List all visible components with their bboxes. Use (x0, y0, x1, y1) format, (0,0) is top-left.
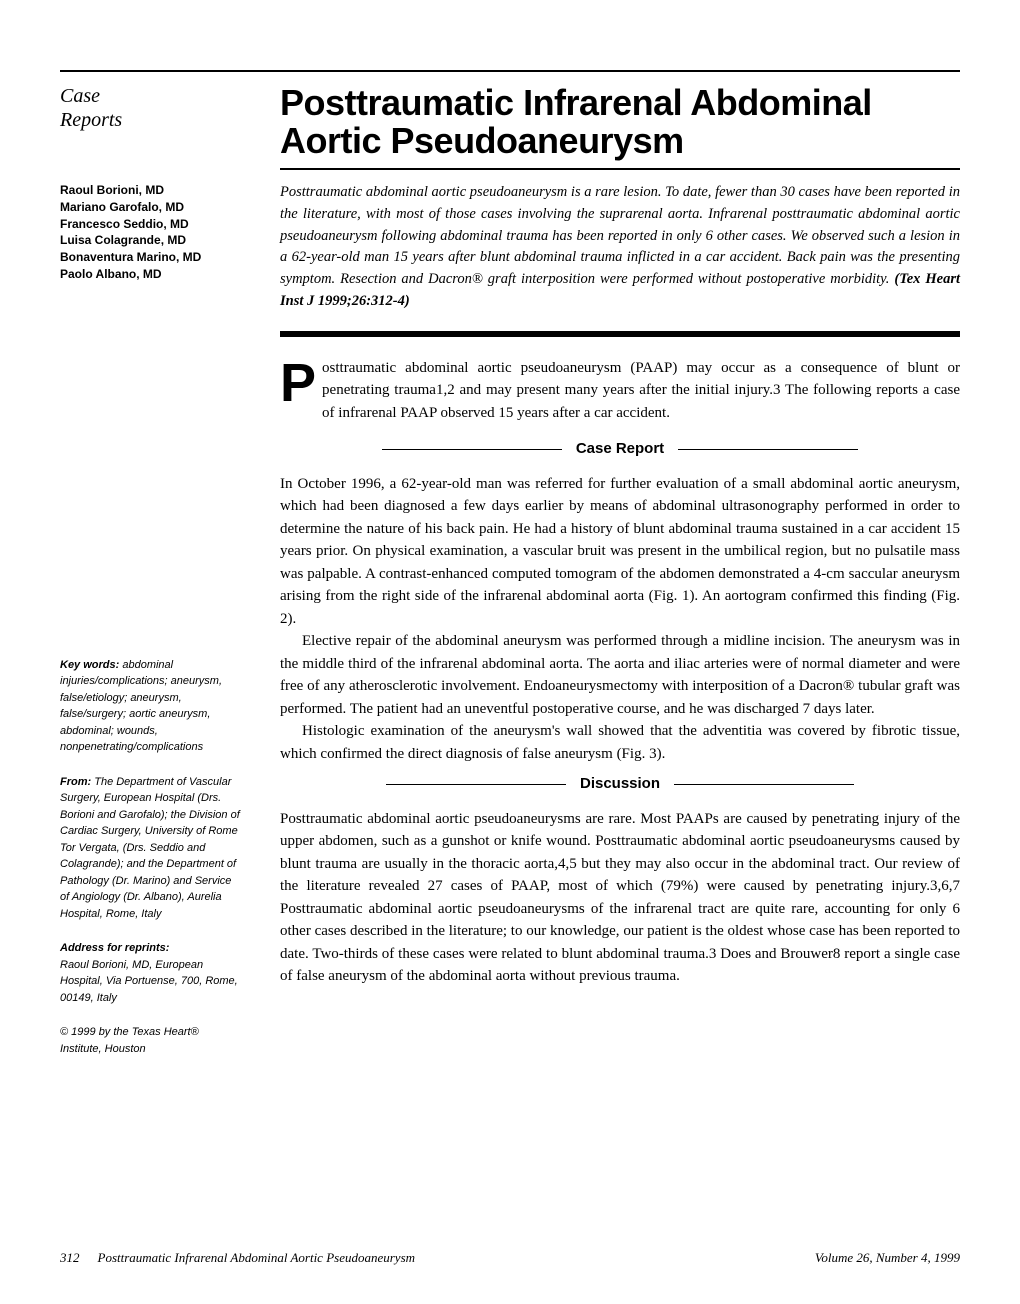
intro-paragraph: Posttraumatic abdominal aortic pseudoane… (280, 357, 960, 425)
top-rule (60, 70, 960, 72)
thick-rule (280, 331, 960, 337)
dropcap: P (280, 357, 322, 408)
sidebar: Key words: abdominal injuries/complicati… (60, 357, 240, 1058)
abstract-col: Posttraumatic abdominal aortic pseudoane… (280, 182, 960, 357)
author: Francesco Seddio, MD (60, 216, 240, 233)
copyright: © 1999 by the Texas Heart® Institute, Ho… (60, 1024, 240, 1057)
left-header-col: Case Reports (60, 84, 240, 182)
abstract-text: Posttraumatic abdominal aortic pseudoane… (280, 182, 960, 313)
intro-text: osttraumatic abdominal aortic pseudoaneu… (322, 360, 960, 421)
case-heading-wrap: Case Report (280, 438, 960, 461)
keywords-block: Key words: abdominal injuries/complicati… (60, 657, 240, 756)
case-report-heading: Case Report (562, 438, 678, 461)
heading-rule-right (678, 449, 858, 450)
sidebar-spacer (60, 357, 240, 657)
keywords-label: Key words: (60, 659, 119, 671)
discussion-heading: Discussion (566, 773, 674, 796)
authors-list: Raoul Borioni, MD Mariano Garofalo, MD F… (60, 182, 240, 283)
page-number: 312 (60, 1250, 80, 1266)
footer-issue: Volume 26, Number 4, 1999 (815, 1250, 960, 1266)
discussion-p1: Posttraumatic abdominal aortic pseudoane… (280, 808, 960, 988)
abstract-body: Posttraumatic abdominal aortic pseudoane… (280, 184, 960, 287)
author: Mariano Garofalo, MD (60, 199, 240, 216)
reprints-block: Address for reprints: Raoul Borioni, MD,… (60, 940, 240, 1006)
abstract-section: Raoul Borioni, MD Mariano Garofalo, MD F… (60, 182, 960, 357)
page-footer: 312 Posttraumatic Infrarenal Abdominal A… (60, 1250, 960, 1266)
case-p2: Elective repair of the abdominal aneurys… (280, 630, 960, 720)
reprints-label: Address for reprints: (60, 940, 240, 957)
title-rule (280, 168, 960, 170)
body-section: Key words: abdominal injuries/complicati… (60, 357, 960, 1058)
heading-rule-right (674, 784, 854, 785)
from-label: From: (60, 776, 91, 788)
from-block: From: The Department of Vascular Surgery… (60, 774, 240, 923)
author: Luisa Colagrande, MD (60, 232, 240, 249)
article-title: Posttraumatic Infrarenal Abdominal Aorti… (280, 84, 960, 160)
author: Bonaventura Marino, MD (60, 249, 240, 266)
main-text: Posttraumatic abdominal aortic pseudoane… (280, 357, 960, 1058)
section-label: Case Reports (60, 84, 240, 132)
author: Raoul Borioni, MD (60, 182, 240, 199)
title-col: Posttraumatic Infrarenal Abdominal Aorti… (280, 84, 960, 182)
authors-col: Raoul Borioni, MD Mariano Garofalo, MD F… (60, 182, 240, 357)
author: Paolo Albano, MD (60, 266, 240, 283)
case-p1: In October 1996, a 62-year-old man was r… (280, 473, 960, 631)
footer-left: 312 Posttraumatic Infrarenal Abdominal A… (60, 1250, 415, 1266)
header-section: Case Reports Posttraumatic Infrarenal Ab… (60, 84, 960, 182)
footer-title: Posttraumatic Infrarenal Abdominal Aorti… (98, 1250, 416, 1266)
reprints-text: Raoul Borioni, MD, European Hospital, Vi… (60, 957, 240, 1007)
case-p3: Histologic examination of the aneurysm's… (280, 720, 960, 765)
heading-rule-left (386, 784, 566, 785)
keywords-text: abdominal injuries/complications; aneury… (60, 659, 222, 754)
discussion-heading-wrap: Discussion (280, 773, 960, 796)
heading-rule-left (382, 449, 562, 450)
from-text: The Department of Vascular Surgery, Euro… (60, 776, 240, 920)
